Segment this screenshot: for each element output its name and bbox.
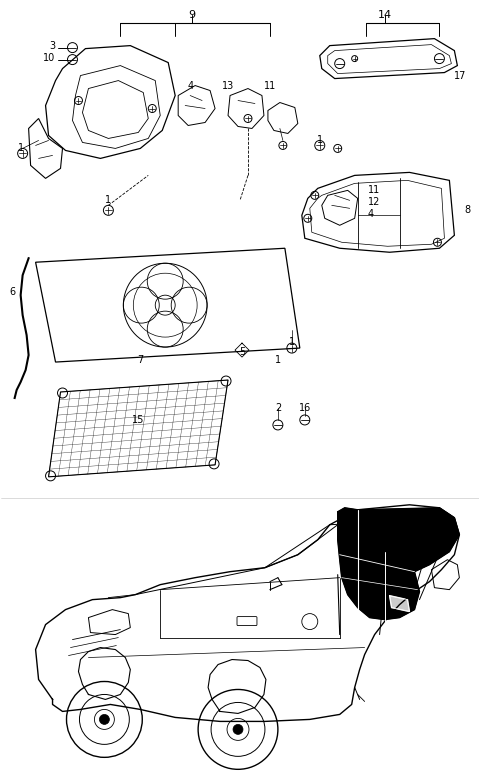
Text: 6: 6 [10, 287, 16, 297]
Circle shape [233, 724, 243, 734]
Text: 1: 1 [317, 135, 323, 145]
Text: 1: 1 [275, 355, 281, 365]
Text: 11: 11 [368, 185, 380, 196]
Text: 1: 1 [18, 143, 24, 153]
Text: 15: 15 [132, 415, 144, 425]
Text: 10: 10 [43, 52, 56, 63]
Text: 1: 1 [105, 196, 111, 206]
Text: 4: 4 [368, 210, 374, 219]
Text: 4: 4 [187, 81, 193, 91]
Text: 1: 1 [289, 337, 295, 347]
Text: 14: 14 [377, 9, 392, 20]
Text: 7: 7 [137, 355, 144, 365]
Text: 9: 9 [189, 9, 196, 20]
Polygon shape [48, 380, 228, 477]
Text: 8: 8 [464, 206, 470, 215]
Text: 2: 2 [275, 403, 281, 413]
Text: 17: 17 [455, 70, 467, 81]
Text: 5: 5 [239, 347, 245, 357]
Circle shape [99, 715, 109, 724]
Polygon shape [338, 511, 420, 619]
Text: 12: 12 [368, 197, 380, 207]
Text: 16: 16 [299, 403, 311, 413]
Polygon shape [338, 508, 459, 572]
Polygon shape [390, 596, 409, 612]
Text: 11: 11 [264, 81, 276, 91]
Text: 3: 3 [49, 41, 56, 51]
Text: 13: 13 [222, 81, 234, 91]
